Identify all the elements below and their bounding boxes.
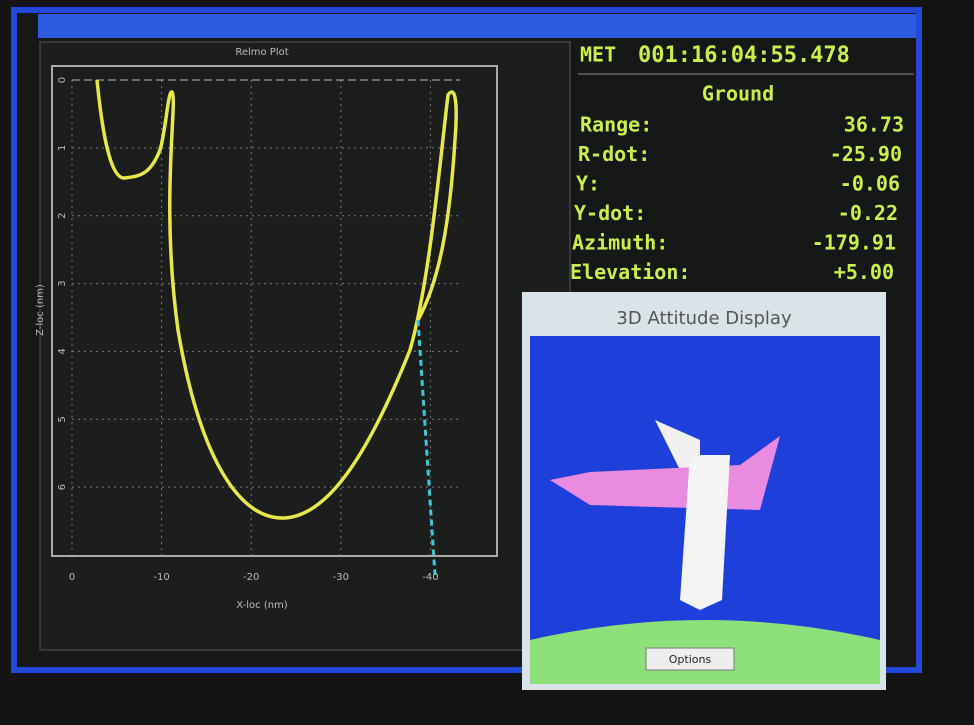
x-tick-label: -30 (333, 572, 349, 583)
status-panel (574, 42, 914, 287)
status-rows: Range: 36.73 R-dot: -25.90 Y: -0.06 Y-dot: -0.2… (570, 113, 904, 285)
x-axis-label: X-loc (nm) (236, 600, 288, 611)
fuselage (680, 455, 730, 610)
plot-area: 0 -10 -20 -30 -40 0 1 2 3 4 5 6 (57, 77, 460, 583)
plot-title: Relmo Plot (235, 47, 288, 58)
x-tick-label: -20 (243, 572, 259, 583)
status-label: Azimuth: (572, 231, 668, 255)
status-value: -0.06 (840, 172, 900, 196)
status-value: -179.91 (812, 231, 896, 255)
status-value: -0.22 (838, 201, 898, 225)
trajectory (95, 79, 458, 520)
status-label: Y-dot: (574, 201, 646, 225)
x-tick-label: -40 (422, 572, 438, 583)
status-value: -25.90 (830, 142, 902, 166)
y-tick-label: 5 (57, 416, 68, 422)
status-label: R-dot: (578, 142, 650, 166)
options-button[interactable] (645, 647, 735, 671)
y-tick-label: 1 (57, 145, 68, 151)
attitude-title: 3D Attitude Display (616, 308, 792, 329)
y-tick-label: 2 (57, 213, 68, 219)
plot-frame (51, 65, 498, 557)
options-label[interactable]: Options (669, 653, 712, 666)
tail (655, 420, 700, 470)
approach-line (416, 319, 437, 576)
met-value: 001:16:04:55.478 (638, 43, 850, 68)
y-tick-label: 4 (57, 348, 68, 354)
y-axis-label: Z-loc (nm) (35, 284, 46, 336)
plot-panel (39, 41, 571, 651)
x-tick-label: -10 (153, 572, 169, 583)
window-title-bar (38, 14, 916, 38)
status-label: Y: (576, 172, 600, 196)
x-tick-label: 0 (69, 572, 75, 583)
status-value: +5.00 (834, 260, 894, 284)
y-tick-label: 3 (57, 280, 68, 286)
y-tick-label: 6 (57, 484, 68, 490)
status-label: Range: (580, 113, 652, 137)
section-title: Ground (702, 82, 774, 106)
met-label: MET (580, 43, 616, 67)
status-label: Elevation: (570, 260, 690, 284)
status-value: 36.73 (844, 113, 904, 137)
y-tick-label: 0 (57, 77, 68, 83)
